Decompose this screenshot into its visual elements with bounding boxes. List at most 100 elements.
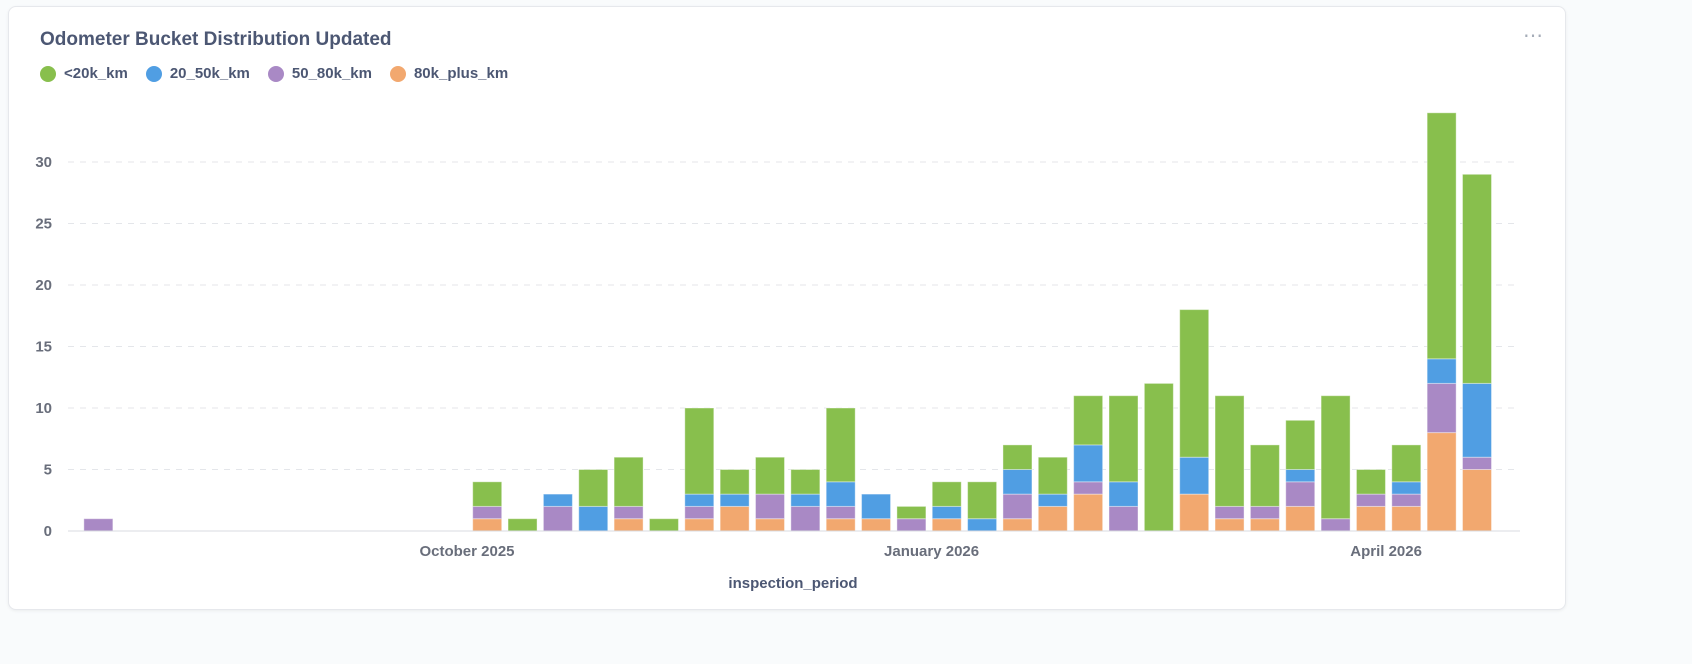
bar-segment-2050kkm[interactable] (931, 505, 962, 520)
bar-segment-5080kkm[interactable] (472, 505, 503, 520)
bar-segment-5080kkm[interactable] (1108, 505, 1139, 532)
bar-segment-20kkm[interactable] (472, 481, 503, 507)
bar-segment-20kkm[interactable] (1320, 395, 1351, 520)
bar-segment-20kkm[interactable] (1108, 395, 1139, 483)
bar-segment-20kkm[interactable] (648, 518, 679, 532)
bar-segment-20kkm[interactable] (1285, 419, 1316, 470)
bar-segment-5080kkm[interactable] (825, 505, 856, 520)
bar-segment-20kkm[interactable] (1073, 395, 1104, 446)
bar-segment-5080kkm[interactable] (1355, 493, 1386, 507)
bar-segment-80kpluskm[interactable] (931, 518, 962, 532)
bar-segment-20kkm[interactable] (1037, 456, 1068, 495)
bar-segment-5080kkm[interactable] (1426, 382, 1457, 434)
bar-segment-2050kkm[interactable] (967, 518, 998, 532)
bar-segment-5080kkm[interactable] (684, 505, 715, 520)
bar-segment-20kkm[interactable] (825, 407, 856, 483)
y-tick-label: 0 (44, 523, 52, 540)
bar-segment-5080kkm[interactable] (1073, 481, 1104, 495)
bar-segment-20kkm[interactable] (1391, 444, 1422, 483)
bar-segment-20kkm[interactable] (719, 469, 750, 495)
bar-segment-20kkm[interactable] (507, 518, 538, 532)
legend-dot (389, 65, 406, 82)
bar-segment-80kpluskm[interactable] (1355, 505, 1386, 532)
bar-segment-2050kkm[interactable] (790, 493, 821, 507)
legend-dot (40, 65, 56, 82)
legend-item-lt20k[interactable]: <20k_km (40, 65, 128, 82)
bar-segment-5080kkm[interactable] (83, 518, 114, 532)
legend-item-80k-plus[interactable]: 80k_plus_km (389, 65, 509, 82)
bar-segment-2050kkm[interactable] (1426, 358, 1457, 384)
bar-segment-80kpluskm[interactable] (684, 518, 715, 532)
bar-segment-5080kkm[interactable] (1285, 481, 1316, 507)
y-tick-label: 10 (35, 400, 52, 417)
bar-segment-5080kkm[interactable] (1214, 505, 1245, 520)
bar-segment-2050kkm[interactable] (1002, 469, 1033, 495)
x-tick-label: January 2026 (884, 543, 979, 560)
bar-segment-20kkm[interactable] (1002, 444, 1033, 470)
bar-segment-20kkm[interactable] (1462, 173, 1492, 384)
bar-segment-20kkm[interactable] (684, 407, 715, 495)
bar-segment-2050kkm[interactable] (861, 493, 892, 520)
bar-segment-80kpluskm[interactable] (1285, 505, 1316, 532)
bar-segment-5080kkm[interactable] (1391, 493, 1422, 507)
bar-segment-5080kkm[interactable] (1320, 518, 1351, 532)
legend-item-50-80k[interactable]: 50_80k_km (267, 65, 372, 82)
bar-segment-5080kkm[interactable] (790, 505, 821, 532)
bar-segment-2050kkm[interactable] (719, 493, 750, 507)
bar-segment-2050kkm[interactable] (542, 493, 573, 507)
bar-segment-80kpluskm[interactable] (825, 518, 856, 532)
bar-segment-20kkm[interactable] (755, 456, 785, 495)
bar-segment-80kpluskm[interactable] (719, 505, 750, 532)
chart-card: Odometer Bucket Distribution Updated ⋯ <… (8, 6, 1566, 610)
bar-segment-2050kkm[interactable] (684, 493, 715, 507)
bar-segment-20kkm[interactable] (1249, 444, 1280, 507)
bar-segment-80kpluskm[interactable] (1426, 432, 1457, 532)
x-tick-label: October 2025 (419, 543, 514, 560)
bar-segment-5080kkm[interactable] (1462, 456, 1492, 471)
bar-segment-20kkm[interactable] (613, 456, 644, 507)
bar-segment-2050kkm[interactable] (1108, 481, 1139, 507)
y-tick-label: 15 (35, 339, 52, 356)
bar-segment-2050kkm[interactable] (1462, 382, 1492, 458)
y-tick-label: 20 (35, 277, 52, 294)
bar-segment-2050kkm[interactable] (578, 505, 609, 532)
legend-label: 80k_plus_km (413, 65, 509, 82)
bar-segment-20kkm[interactable] (896, 505, 927, 520)
bar-segment-80kpluskm[interactable] (613, 518, 644, 532)
bar-segment-80kpluskm[interactable] (472, 518, 503, 532)
legend-item-20-50k[interactable]: 20_50k_km (145, 65, 250, 82)
bar-segment-20kkm[interactable] (1143, 382, 1174, 532)
bar-segment-20kkm[interactable] (1426, 112, 1457, 360)
bar-segment-80kpluskm[interactable] (1249, 518, 1280, 532)
bar-segment-80kpluskm[interactable] (1073, 493, 1104, 532)
bar-segment-20kkm[interactable] (578, 469, 609, 507)
bar-segment-20kkm[interactable] (967, 481, 998, 520)
bar-segment-2050kkm[interactable] (1391, 481, 1422, 495)
bar-segment-80kpluskm[interactable] (755, 518, 785, 532)
bar-segment-5080kkm[interactable] (896, 518, 927, 532)
bar-segment-20kkm[interactable] (1179, 309, 1210, 458)
bar-segment-2050kkm[interactable] (825, 481, 856, 507)
bar-segment-5080kkm[interactable] (1249, 505, 1280, 520)
bar-segment-2050kkm[interactable] (1179, 456, 1210, 495)
bar-segment-5080kkm[interactable] (613, 505, 644, 520)
bar-segment-80kpluskm[interactable] (1002, 518, 1033, 532)
bar-segment-20kkm[interactable] (1355, 469, 1386, 495)
bar-segment-20kkm[interactable] (790, 469, 821, 495)
bar-segment-5080kkm[interactable] (1002, 493, 1033, 520)
bar-segment-20kkm[interactable] (1214, 395, 1245, 507)
bar-segment-20kkm[interactable] (931, 481, 962, 507)
ellipsis-icon[interactable]: ⋯ (1523, 25, 1544, 47)
bar-segment-80kpluskm[interactable] (1037, 505, 1068, 532)
bar-segment-80kpluskm[interactable] (861, 518, 892, 532)
bar-segment-5080kkm[interactable] (542, 505, 573, 532)
bar-segment-80kpluskm[interactable] (1391, 505, 1422, 532)
bar-segment-80kpluskm[interactable] (1179, 493, 1210, 532)
bar-segment-2050kkm[interactable] (1285, 469, 1316, 483)
bar-segment-2050kkm[interactable] (1073, 444, 1104, 483)
bar-segment-80kpluskm[interactable] (1462, 469, 1492, 532)
bar-segment-80kpluskm[interactable] (1214, 518, 1245, 532)
x-axis-label: inspection_period (728, 575, 857, 592)
bar-segment-2050kkm[interactable] (1037, 493, 1068, 507)
bar-segment-5080kkm[interactable] (755, 493, 785, 520)
